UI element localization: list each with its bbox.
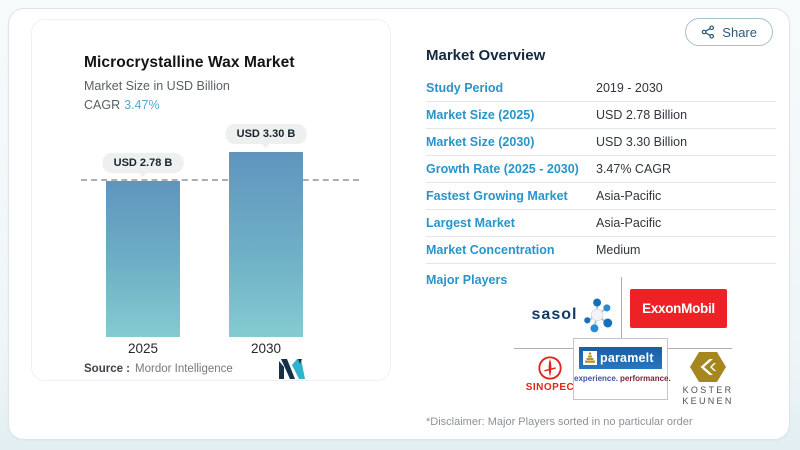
bar-value-label: USD 3.30 B — [225, 124, 307, 144]
logo-exxonmobil: ExxonMobil — [630, 289, 727, 328]
row-label: Market Size (2030) — [426, 135, 535, 149]
chart-panel: Microcrystalline Wax Market Market Size … — [31, 19, 391, 381]
logo-grid-divider-horizontal-left — [514, 348, 573, 349]
share-icon — [701, 25, 715, 39]
table-row: Fastest Growing Market Asia-Pacific — [426, 183, 776, 210]
bar — [229, 152, 303, 337]
sinopec-icon — [538, 356, 562, 380]
logo-grid-divider-vertical — [621, 277, 622, 338]
row-value: Asia-Pacific — [596, 216, 662, 230]
row-label: Market Concentration — [426, 243, 555, 257]
exxonmobil-wordmark: ExxonMobil — [642, 301, 715, 316]
logo-sasol: sasol — [523, 292, 623, 338]
logo-koster-keunen: KOSTER KEUNEN — [673, 352, 743, 407]
overview-table: Study Period 2019 - 2030 Market Size (2025… — [426, 75, 776, 264]
source-value: Mordor Intelligence — [135, 363, 233, 375]
bar — [106, 181, 180, 337]
row-value: 3.47% CAGR — [596, 162, 672, 176]
source-label: Source : — [84, 363, 131, 375]
table-row: Largest Market Asia-Pacific — [426, 210, 776, 237]
row-value: Medium — [596, 243, 641, 257]
koster-line2: KEUNEN — [682, 395, 734, 406]
row-label: Growth Rate (2025 - 2030) — [426, 162, 579, 176]
chart-title: Microcrystalline Wax Market — [84, 54, 295, 71]
row-label: Largest Market — [426, 216, 515, 230]
x-axis-label: 2030 — [250, 341, 282, 356]
cagr-line: CAGR 3.47% — [84, 98, 160, 112]
bar-value-label: USD 2.78 B — [102, 153, 184, 173]
paramelt-bar: paramelt — [579, 347, 662, 369]
share-button[interactable]: Share — [685, 18, 773, 46]
row-value: Asia-Pacific — [596, 189, 662, 203]
share-label: Share — [722, 24, 757, 40]
logo-paramelt: paramelt experience. performance. — [573, 338, 671, 400]
paramelt-stack-icon — [583, 351, 597, 365]
bar-chart: USD 2.78 B 2025 USD 3.30 B 2030 — [32, 20, 390, 380]
overview-title: Market Overview — [426, 47, 546, 64]
source-row: Source : Mordor Intelligence — [84, 363, 233, 375]
reference-dashed-line — [81, 179, 359, 181]
paramelt-tagline: experience. performance. — [574, 374, 671, 383]
sasol-molecule-icon — [584, 298, 613, 333]
row-label: Study Period — [426, 81, 504, 95]
paramelt-tagline-performance: performance. — [620, 374, 671, 383]
row-label: Fastest Growing Market — [426, 189, 568, 203]
table-row: Market Size (2030) USD 3.30 Billion — [426, 129, 776, 156]
market-overview-panel: Market Overview Study Period 2019 - 2030 M… — [9, 9, 789, 439]
x-axis-label: 2025 — [127, 341, 159, 356]
table-row: Market Concentration Medium — [426, 237, 776, 264]
row-value: USD 3.30 Billion — [596, 135, 688, 149]
koster-hexagon-icon — [690, 352, 726, 382]
cagr-label: CAGR — [84, 98, 121, 112]
cagr-value: 3.47% — [124, 98, 160, 112]
mordor-intelligence-logo — [279, 359, 305, 379]
table-row: Study Period 2019 - 2030 — [426, 75, 776, 102]
logo-sinopec: SINOPEC — [517, 355, 583, 393]
paramelt-wordmark: paramelt — [600, 351, 654, 365]
koster-wordmark: KOSTER KEUNEN — [682, 385, 733, 407]
row-value: 2019 - 2030 — [596, 81, 663, 95]
paramelt-tagline-experience: experience. — [574, 374, 619, 383]
row-label: Market Size (2025) — [426, 108, 535, 122]
table-row: Growth Rate (2025 - 2030) 3.47% CAGR — [426, 156, 776, 183]
logo-grid-divider-horizontal-right — [668, 348, 732, 349]
chart-subtitle: Market Size in USD Billion — [84, 79, 230, 93]
sinopec-wordmark: SINOPEC — [525, 382, 575, 393]
main-card: Share Microcrystalline Wax Market Market… — [8, 8, 790, 440]
row-value: USD 2.78 Billion — [596, 108, 688, 122]
major-players-label: Major Players — [426, 273, 508, 287]
table-row: Market Size (2025) USD 2.78 Billion — [426, 102, 776, 129]
sasol-wordmark: sasol — [531, 306, 578, 323]
disclaimer: *Disclaimer: Major Players sorted in no … — [426, 416, 693, 428]
koster-line1: KOSTER — [682, 385, 734, 395]
